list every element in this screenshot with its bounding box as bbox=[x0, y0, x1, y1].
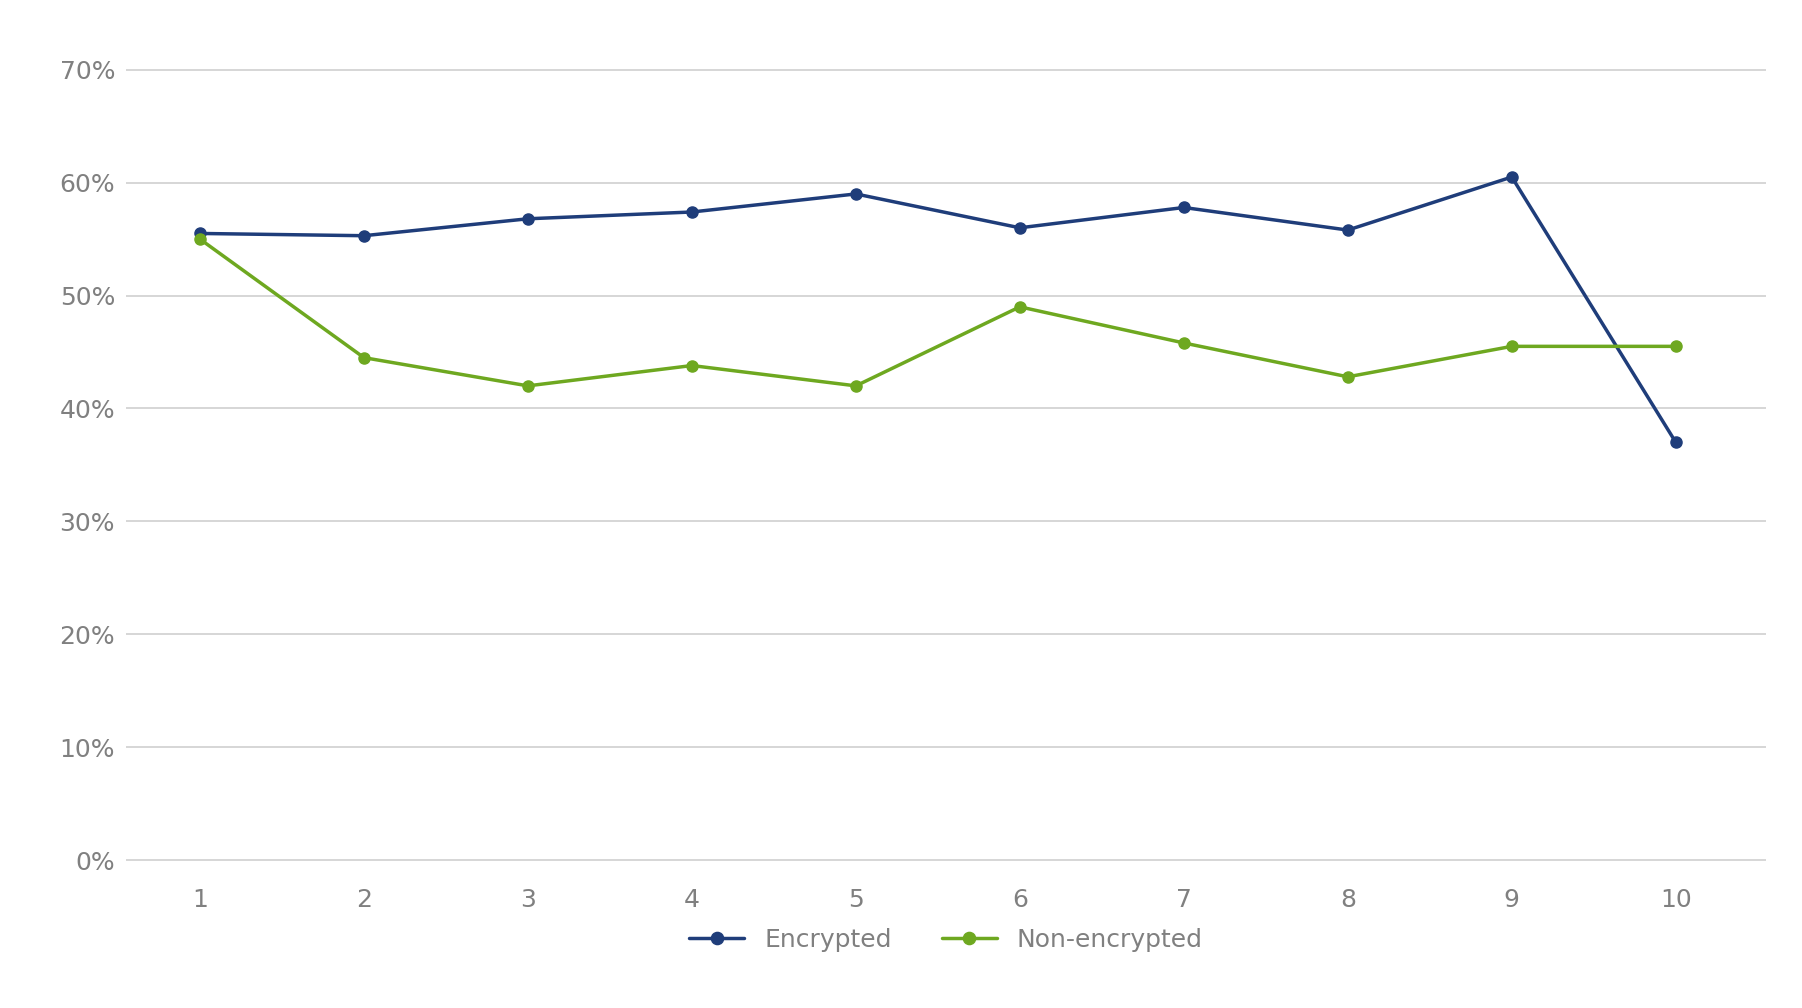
Encrypted bbox=[1501, 171, 1523, 183]
Line: Non-encrypted: Non-encrypted bbox=[195, 234, 1681, 391]
Non-encrypted bbox=[1009, 300, 1031, 312]
Non-encrypted bbox=[1665, 341, 1687, 353]
Encrypted bbox=[845, 187, 867, 200]
Non-encrypted bbox=[517, 380, 539, 392]
Non-encrypted bbox=[1501, 341, 1523, 353]
Encrypted bbox=[681, 206, 703, 218]
Encrypted bbox=[517, 213, 539, 225]
Non-encrypted bbox=[1337, 371, 1359, 383]
Legend: Encrypted, Non-encrypted: Encrypted, Non-encrypted bbox=[679, 918, 1213, 962]
Non-encrypted bbox=[1173, 337, 1195, 349]
Non-encrypted bbox=[681, 360, 703, 372]
Encrypted bbox=[1009, 222, 1031, 234]
Non-encrypted bbox=[353, 352, 375, 364]
Encrypted bbox=[353, 230, 375, 242]
Encrypted bbox=[1173, 202, 1195, 214]
Encrypted bbox=[1665, 436, 1687, 449]
Line: Encrypted: Encrypted bbox=[195, 171, 1681, 448]
Encrypted bbox=[1337, 224, 1359, 236]
Non-encrypted bbox=[189, 233, 211, 245]
Non-encrypted bbox=[845, 380, 867, 392]
Encrypted bbox=[189, 228, 211, 240]
